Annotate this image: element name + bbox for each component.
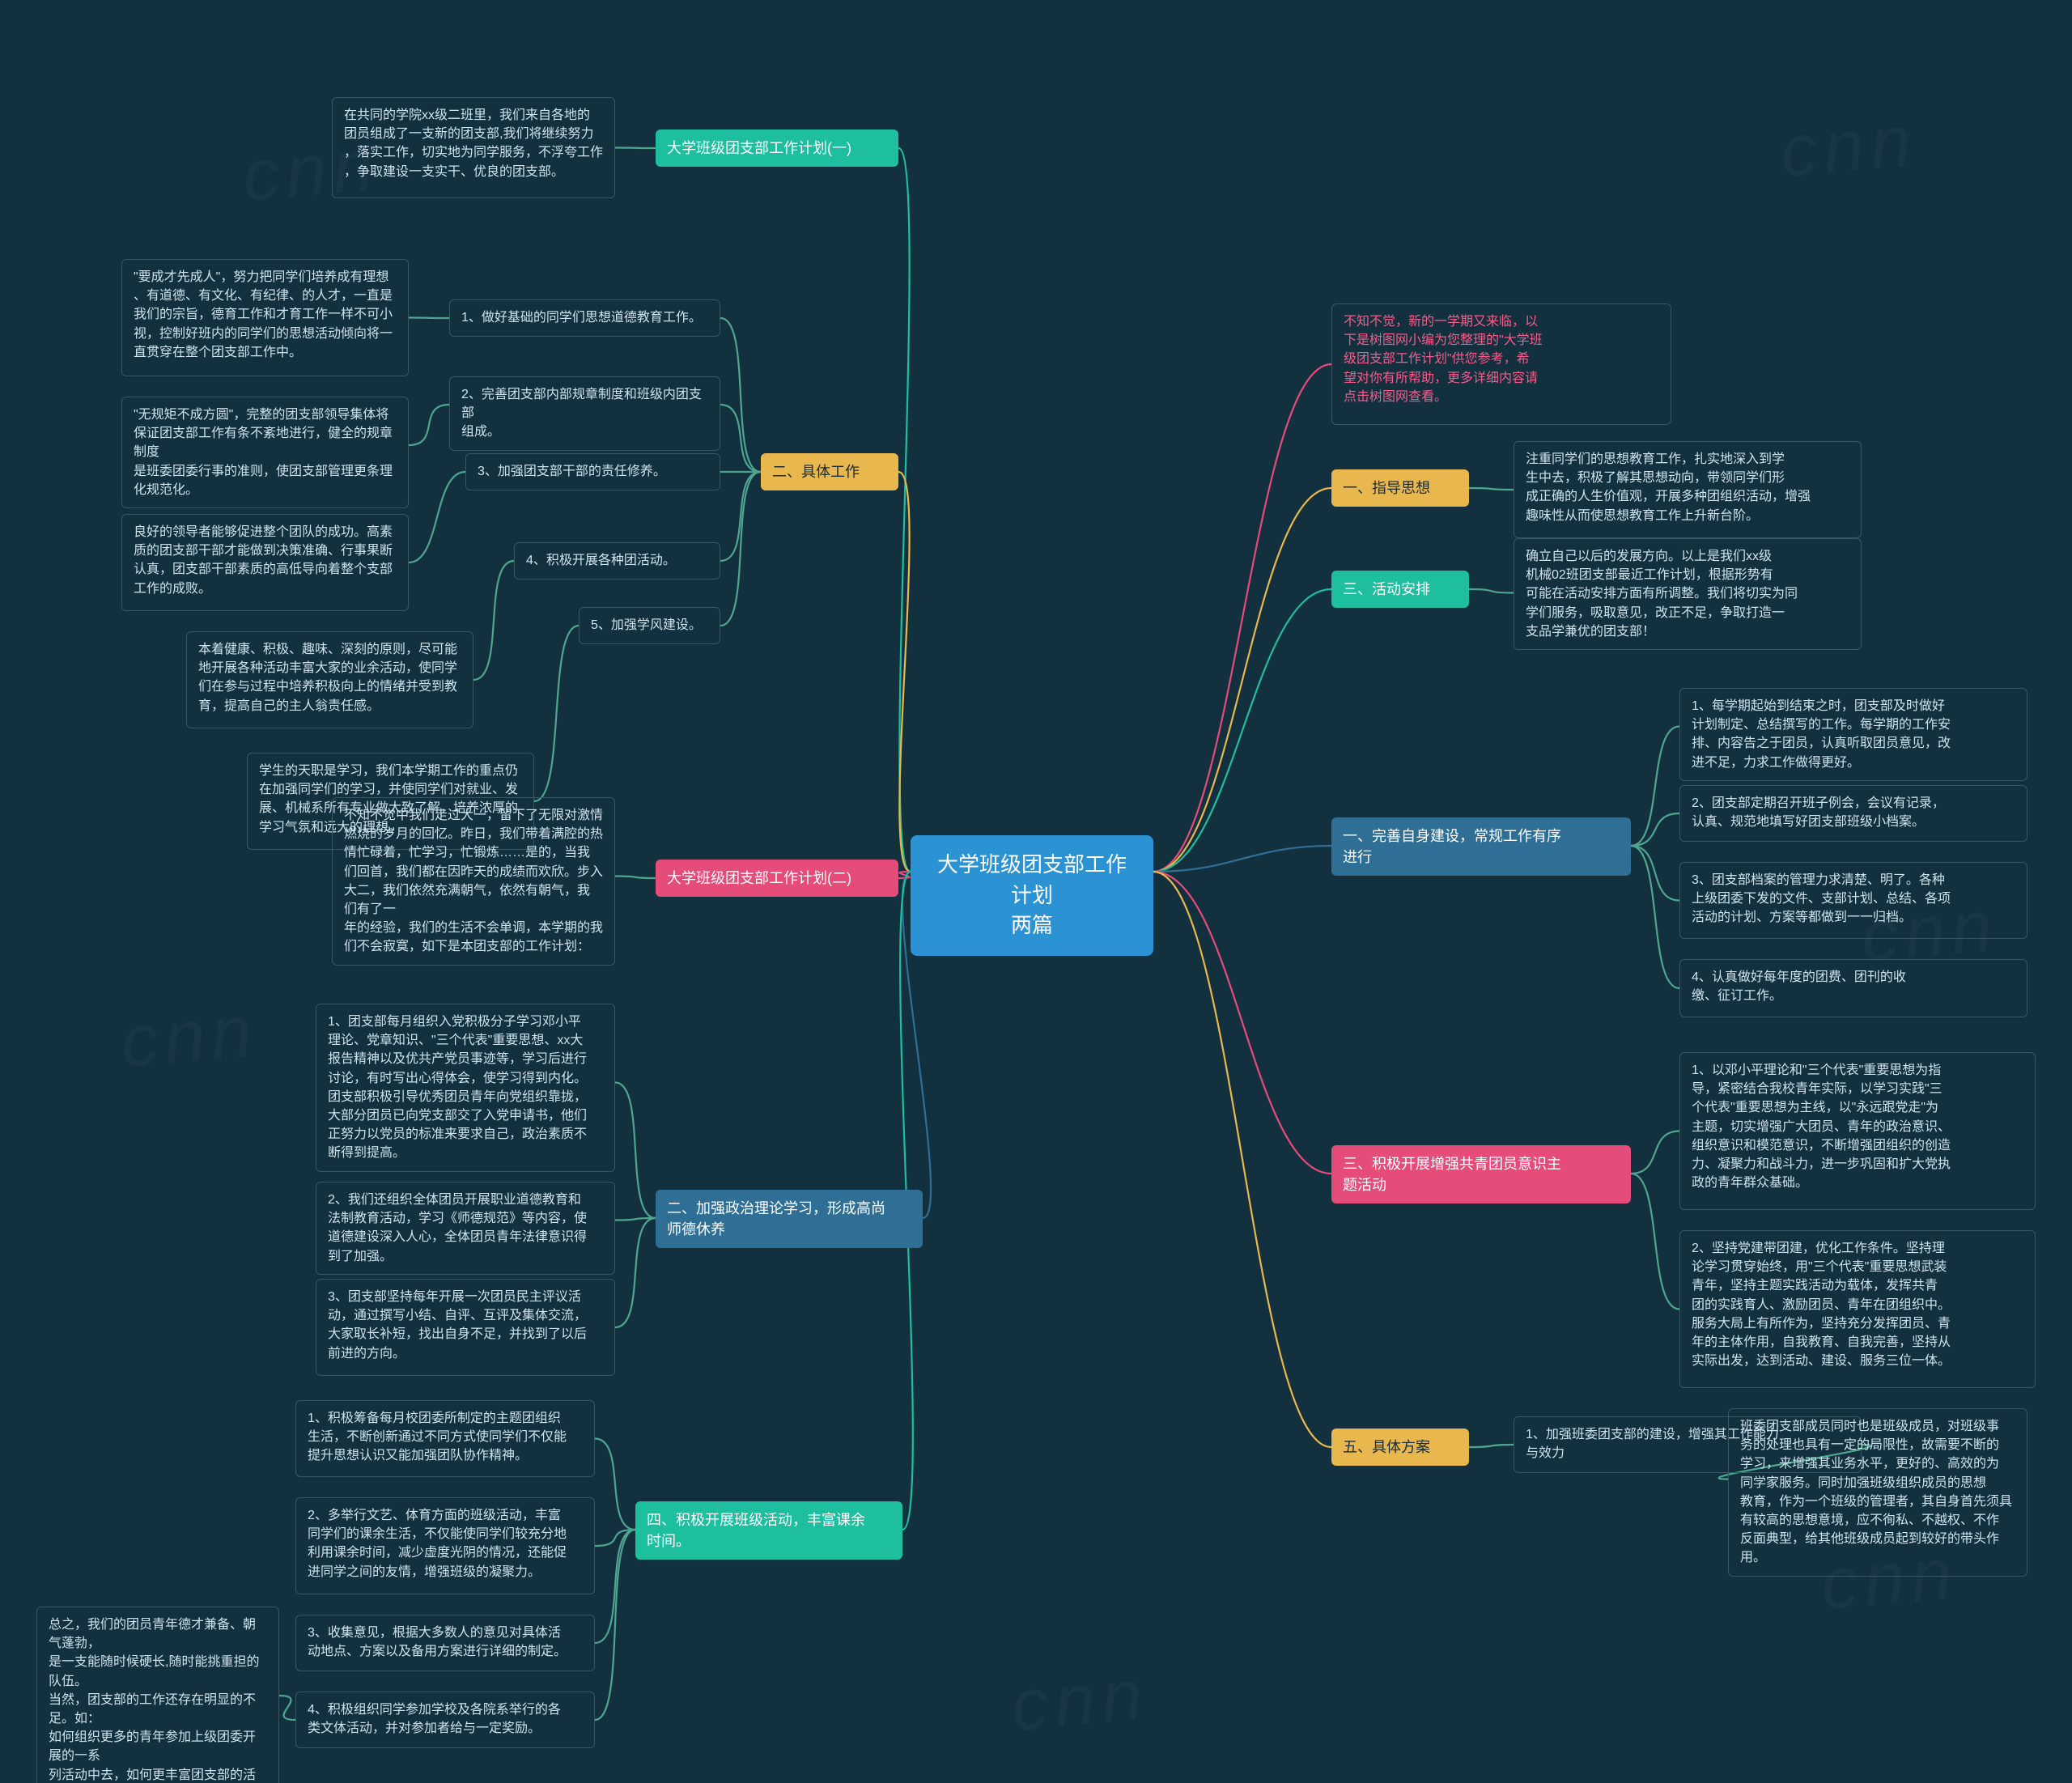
node-rS5[interactable]: 五、具体方案 xyxy=(1331,1429,1469,1466)
link-l2-l2_5 xyxy=(720,472,761,626)
link-lS4-lS4c xyxy=(595,1530,635,1643)
link-l_plan1-l_plan1a xyxy=(615,148,656,149)
link-l2_4-l2_4d xyxy=(473,561,514,680)
node-r1[interactable]: 一、指导思想 xyxy=(1331,469,1469,507)
link-rS3-rS3a xyxy=(1631,1131,1679,1174)
node-rS3b[interactable]: 2、坚持党建带团建，优化工作条件。坚持理论学习贯穿始终，用"三个代表"重要思想武… xyxy=(1679,1230,2036,1388)
node-r1a[interactable]: 注重同学们的思想教育工作，扎实地深入到学生中去，积极了解其思想动向，带领同学们形… xyxy=(1514,441,1862,538)
node-l_plan2a[interactable]: 不知不觉中我们走过大一，留下了无限对激情燃烧的岁月的回忆。昨日，我们带着满腔的热… xyxy=(332,797,615,966)
link-root-r3 xyxy=(1153,589,1331,872)
link-l2_2-l2_2d xyxy=(409,405,449,445)
link-root-r1 xyxy=(1153,488,1331,872)
watermark: cnn xyxy=(118,990,261,1085)
node-rS1b[interactable]: 2、团支部定期召开班子例会，会议有记录，认真、规范地填写好团支部班级小档案。 xyxy=(1679,785,2027,842)
node-lS4dd[interactable]: 总之，我们的团员青年德才兼备、朝气蓬勃，是一支能随时候硬长,随时能挑重担的队伍。… xyxy=(36,1607,279,1783)
node-rS1a[interactable]: 1、每学期起始到结束之时，团支部及时做好计划制定、总结撰写的工作。每学期的工作安… xyxy=(1679,688,2027,781)
node-root[interactable]: 大学班级团支部工作计划两篇 xyxy=(911,835,1153,956)
node-l2[interactable]: 二、具体工作 xyxy=(761,453,898,490)
mindmap-canvas: cnncnncnncnncnncnn大学班级团支部工作计划两篇不知不觉，新的一学… xyxy=(0,0,2072,1783)
link-r3-r3a xyxy=(1469,589,1514,593)
node-lS4b[interactable]: 2、多举行文艺、体育方面的班级活动，丰富同学们的课余生活，不仅能使同学们较充分地… xyxy=(295,1497,595,1594)
node-l2_1[interactable]: 1、做好基础的同学们思想道德教育工作。 xyxy=(449,299,720,337)
link-lS4-lS4a xyxy=(595,1439,635,1530)
link-rS3-rS3b xyxy=(1631,1174,1679,1310)
link-rS5-rS5a xyxy=(1469,1445,1514,1447)
node-l2_4[interactable]: 4、积极开展各种团活动。 xyxy=(514,542,720,579)
link-lS4-lS4d xyxy=(595,1530,635,1720)
node-l_plan2[interactable]: 大学班级团支部工作计划(二) xyxy=(656,860,898,897)
node-r3a[interactable]: 确立自己以后的发展方向。以上是我们xx级机械02班团支部最近工作计划，根据形势有… xyxy=(1514,538,1862,650)
link-l2-l2_1 xyxy=(720,318,761,472)
node-l2_2d[interactable]: "无规矩不成方圆"，完整的团支部领导集体将保证团支部工作有条不紊地进行，健全的规… xyxy=(121,397,409,508)
link-lS2-lS2c xyxy=(615,1218,656,1327)
link-rS1-rS1b xyxy=(1631,813,1679,846)
link-root-l_plan1 xyxy=(898,148,911,872)
link-lS2-lS2a xyxy=(615,1083,656,1219)
node-rS1c[interactable]: 3、团支部档案的管理力求清楚、明了。各种上级团委下发的文件、支部计划、总结、各项… xyxy=(1679,862,2027,939)
link-l2-l2_2 xyxy=(720,405,761,472)
link-root-rS5 xyxy=(1153,872,1331,1447)
link-rS1-rS1c xyxy=(1631,846,1679,901)
node-lS2b[interactable]: 2、我们还组织全体团员开展职业道德教育和法制教育活动，学习《师德规范》等内容，使… xyxy=(316,1182,615,1275)
link-root-l_plan2 xyxy=(898,872,911,878)
node-l2_4d[interactable]: 本着健康、积极、趣味、深刻的原则，尽可能地开展各种活动丰富大家的业余活动，使同学… xyxy=(186,631,473,728)
node-rS1d[interactable]: 4、认真做好每年度的团费、团刊的收缴、征订工作。 xyxy=(1679,959,2027,1017)
link-r1-r1a xyxy=(1469,488,1514,490)
link-l2_3-l2_3d xyxy=(409,472,465,562)
node-l_plan1a[interactable]: 在共同的学院xx级二班里，我们来自各地的团员组成了一支新的团支部,我们将继续努力… xyxy=(332,97,615,198)
link-l_plan2-l_plan2a xyxy=(615,877,656,879)
link-root-rS3 xyxy=(1153,872,1331,1174)
node-lS4[interactable]: 四、积极开展班级活动，丰富课余时间。 xyxy=(635,1501,902,1560)
node-rS3[interactable]: 三、积极开展增强共青团员意识主题活动 xyxy=(1331,1145,1631,1204)
node-lS2c[interactable]: 3、团支部坚持每年开展一次团员民主评议活动，通过撰写小结、自评、互评及集体交流，… xyxy=(316,1279,615,1376)
watermark: cnn xyxy=(1008,1654,1152,1748)
link-rS1-rS1a xyxy=(1631,727,1679,847)
link-root-l2 xyxy=(898,472,911,872)
node-r_intro[interactable]: 不知不觉，新的一学期又来临，以下是树图网小编为您整理的"大学班级团支部工作计划"… xyxy=(1331,304,1671,425)
link-lS2-lS2b xyxy=(615,1218,656,1221)
node-lS4a[interactable]: 1、积极筹备每月校团委所制定的主题团组织生活，不断创新通过不同方式使同学们不仅能… xyxy=(295,1400,595,1477)
node-rS3a[interactable]: 1、以邓小平理论和"三个代表"重要思想为指导，紧密结合我校青年实际，以学习实践"… xyxy=(1679,1052,2036,1210)
node-lS4d[interactable]: 4、积极组织同学参加学校及各院系举行的各类文体活动，并对参加者给与一定奖励。 xyxy=(295,1692,595,1748)
node-lS2[interactable]: 二、加强政治理论学习，形成高尚师德休养 xyxy=(656,1190,923,1248)
watermark: cnn xyxy=(1777,100,1921,194)
node-lS2a[interactable]: 1、团支部每月组织入党积极分子学习邓小平理论、党章知识、"三个代表"重要思想、x… xyxy=(316,1004,615,1172)
node-r3[interactable]: 三、活动安排 xyxy=(1331,571,1469,608)
node-l2_3d[interactable]: 良好的领导者能够促进整个团队的成功。高素质的团支部干部才能做到决策准确、行事果断… xyxy=(121,514,409,611)
node-l2_3[interactable]: 3、加强团支部干部的责任修养。 xyxy=(465,453,720,490)
node-l2_5[interactable]: 5、加强学风建设。 xyxy=(579,607,720,644)
link-lS4-lS4b xyxy=(595,1530,635,1546)
node-l2_1d[interactable]: "要成才先成人"，努力把同学们培养成有理想、有道德、有文化、有纪律、的人才，一直… xyxy=(121,259,409,376)
link-l2_5-l2_5d xyxy=(534,626,579,801)
node-l_plan1[interactable]: 大学班级团支部工作计划(一) xyxy=(656,129,898,167)
link-root-rS1 xyxy=(1153,846,1331,872)
node-l2_2[interactable]: 2、完善团支部内部规章制度和班级内团支部组成。 xyxy=(449,376,720,451)
node-lS4c[interactable]: 3、收集意见，根据大多数人的意见对具体活动地点、方案以及备用方案进行详细的制定。 xyxy=(295,1615,595,1671)
link-l2_1-l2_1d xyxy=(409,318,449,319)
link-lS4d-lS4dd xyxy=(279,1696,295,1720)
link-l2-l2_4 xyxy=(720,472,761,561)
link-rS1-rS1d xyxy=(1631,846,1679,988)
link-root-r_intro xyxy=(1153,364,1331,872)
node-rS1[interactable]: 一、完善自身建设，常规工作有序进行 xyxy=(1331,817,1631,876)
node-rS5detail[interactable]: 班委团支部成员同时也是班级成员，对班级事务的处理也具有一定的局限性，故需要不断的… xyxy=(1728,1408,2027,1577)
